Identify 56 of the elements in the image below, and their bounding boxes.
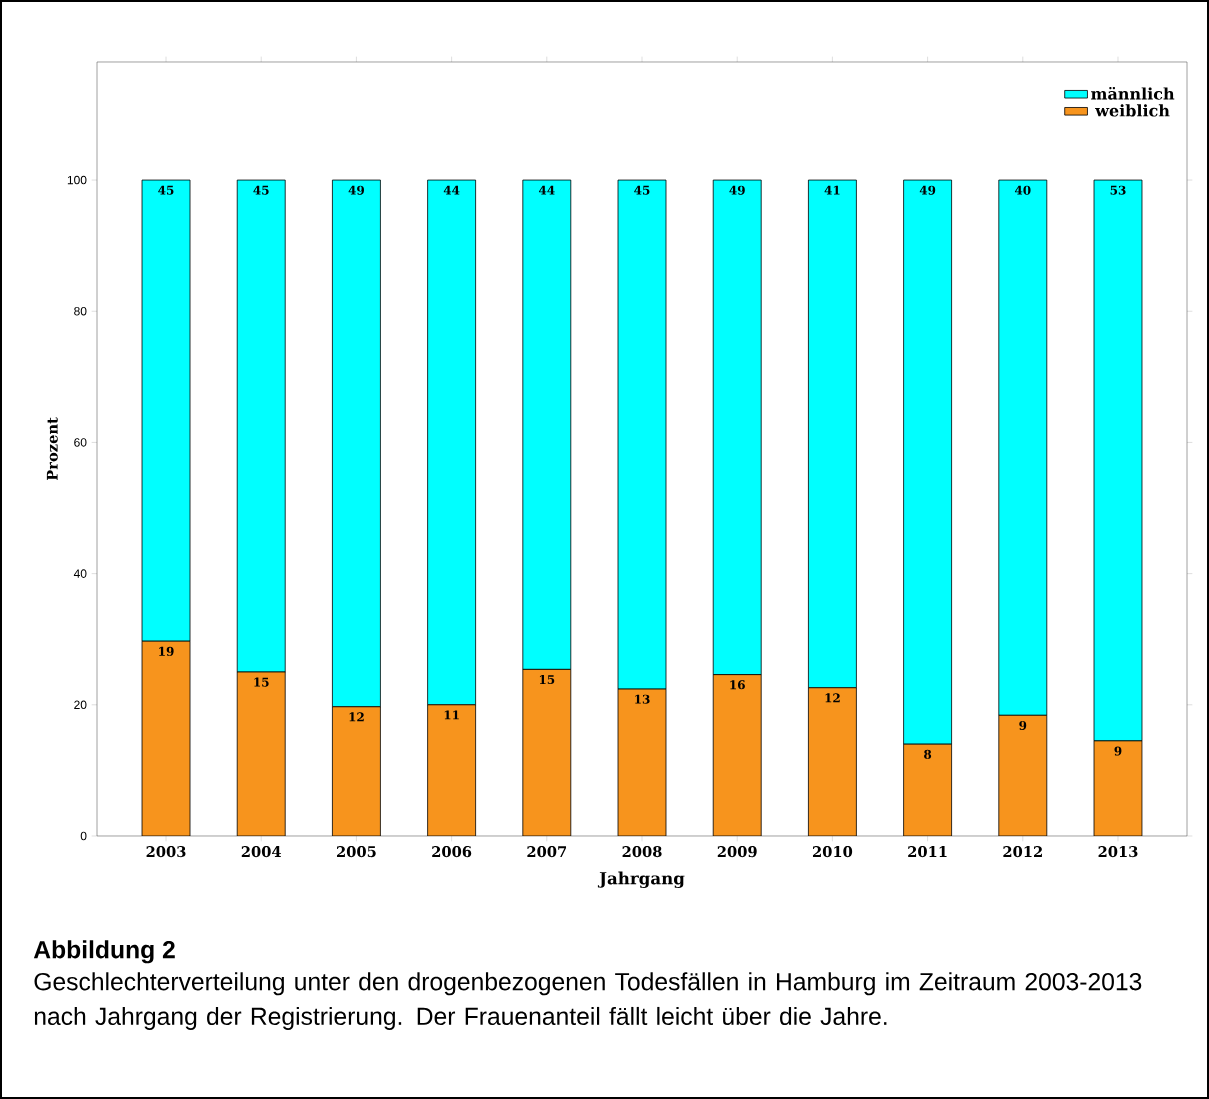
x-tick-label: 2008 [622, 846, 662, 858]
annotation: 49 [919, 185, 936, 195]
legend-label: weiblich [1095, 104, 1170, 117]
annotation: 15 [539, 674, 555, 685]
y-tick-label: 40 [73, 569, 87, 578]
annotation: 45 [634, 185, 650, 195]
annotation: 41 [824, 185, 840, 195]
y-tick-label: 80 [74, 306, 87, 316]
y-tick-label: 100 [67, 175, 87, 185]
bar [427, 704, 477, 836]
x-tick-label: 2007 [527, 846, 567, 858]
x-tick-label: 2013 [1098, 846, 1138, 858]
legend-label: männlich [1091, 86, 1175, 100]
y-tick-label: 0 [80, 831, 87, 841]
bar [903, 743, 952, 836]
annotation: 11 [444, 710, 459, 720]
annotation: 45 [253, 185, 269, 195]
x-tick-label: 2011 [908, 846, 947, 858]
x-axis-title: Jahrgang [597, 871, 685, 888]
y-tick-label: 20 [74, 700, 87, 710]
annotation: 40 [1014, 185, 1031, 195]
bar [998, 714, 1048, 836]
annotation: 9 [1019, 720, 1027, 730]
annotation: 44 [538, 185, 555, 195]
annotation: 19 [159, 646, 174, 656]
annotation: 53 [1110, 185, 1126, 195]
annotation: 16 [730, 680, 745, 690]
annotation: 44 [443, 185, 460, 195]
x-tick-label: 2012 [1003, 846, 1042, 858]
bar [1093, 740, 1143, 836]
bar [236, 671, 286, 836]
bar [617, 688, 667, 836]
x-tick-label: 2009 [717, 846, 757, 858]
annotation: 12 [349, 712, 364, 722]
bar [141, 640, 191, 836]
annotation: 13 [635, 694, 650, 704]
annotation: 8 [924, 749, 932, 759]
bar [522, 668, 572, 836]
annotation: 9 [1114, 746, 1122, 756]
text: Geschlechterverteilung unter den drogenbezogenen Todesfällen in Hamburg im Zeitraum 2003-2013 nach Jahrgang der Registrierung. Der Frauenanteil fällt leicht über die Jahre. [34, 972, 1142, 1030]
annotation: 15 [254, 677, 269, 687]
y-tick-label: 60 [74, 438, 87, 447]
annotation: 12 [825, 693, 840, 703]
text: Abbildung 2 [33, 940, 175, 964]
x-tick-label: 2004 [241, 846, 282, 858]
bar [712, 674, 762, 836]
x-tick-label: 2010 [812, 846, 853, 858]
y-axis-title: Prozent [46, 417, 58, 481]
x-tick-label: 2006 [432, 846, 472, 858]
x-tick-label: 2005 [336, 846, 376, 858]
annotation: 45 [158, 185, 174, 195]
x-tick-label: 2003 [146, 846, 186, 858]
annotation: 49 [729, 185, 745, 195]
annotation: 49 [348, 185, 365, 195]
bar [332, 706, 381, 836]
bar [808, 687, 857, 836]
